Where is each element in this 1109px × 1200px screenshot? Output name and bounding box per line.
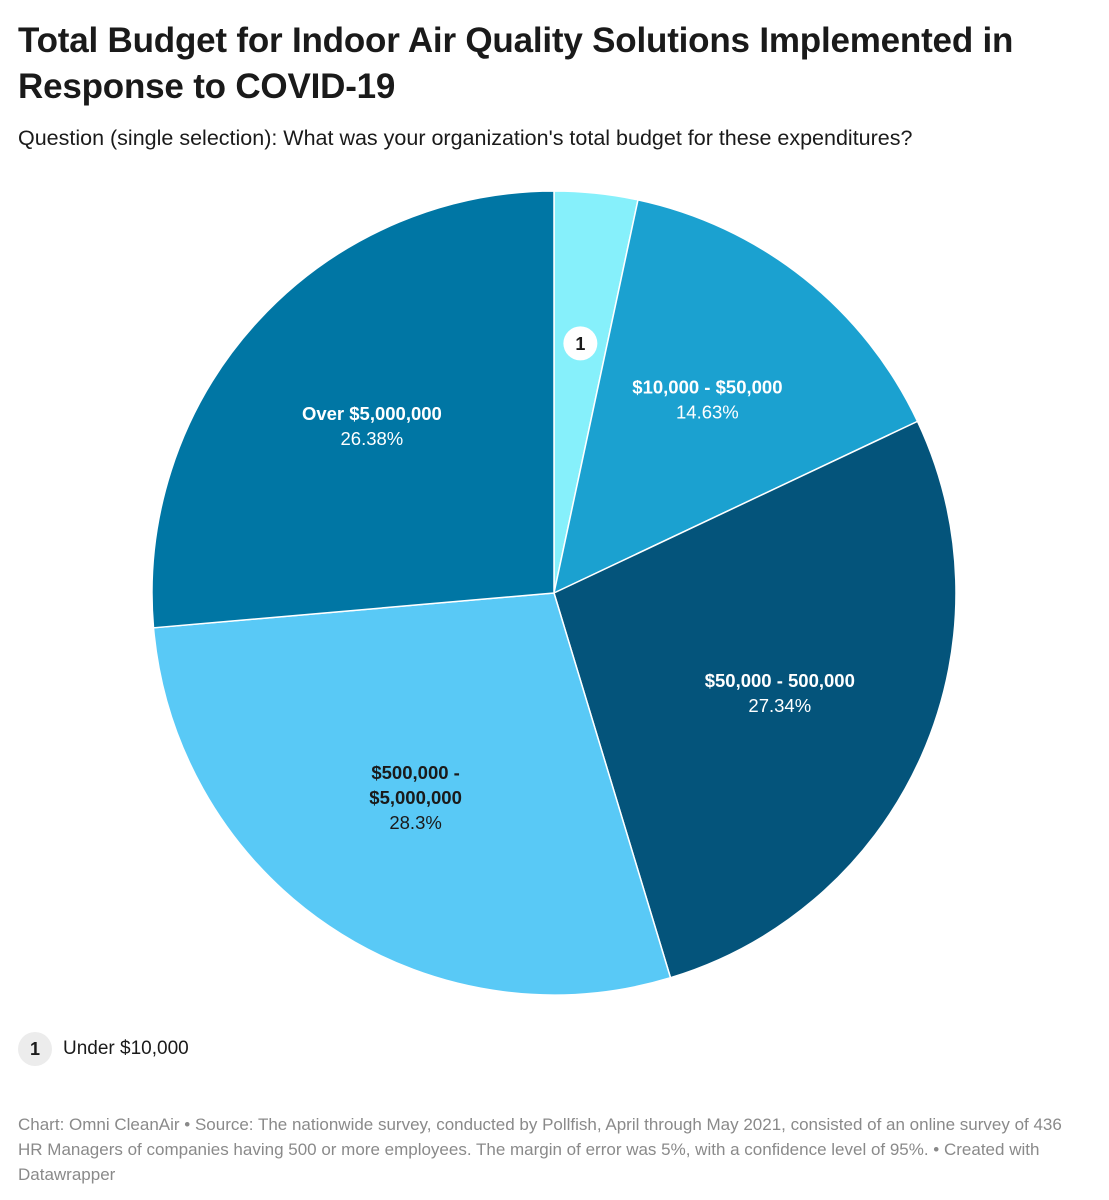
pie-slice-500-000-5-000-000 (152, 592, 672, 996)
pie-labels: 1 $10,000 - $50,000 14.63% $50,000 - 500,00… (302, 326, 855, 833)
pie-slices (151, 190, 957, 996)
slice-label-10-000-50-000: $10,000 - $50,000 14.63% (632, 376, 782, 422)
slice-label-over-5-000-000: Over $5,000,000 26.38% (302, 403, 442, 449)
slice-label-value: 27.34% (748, 695, 811, 716)
slice-label-value: 14.63% (676, 401, 739, 422)
slice-marker-under-10-000: 1 (563, 326, 598, 361)
slice-marker-circle (563, 326, 598, 361)
chart-title: Total Budget for Indoor Air Quality Solu… (18, 21, 1014, 106)
slice-label-500-000-5-000-000: $500,000 - $5,000,000 28.3% (369, 762, 462, 833)
pie-slice-50-000-500-000 (553, 420, 957, 979)
chart-subtitle: Question (single selection): What was yo… (18, 126, 913, 150)
slice-marker-number: 1 (575, 334, 585, 354)
slice-label-name: $10,000 - $50,000 (632, 376, 782, 397)
slice-label-value: 26.38% (341, 428, 404, 449)
legend: 1 Under $10,000 (18, 1032, 189, 1066)
legend-label: Under $10,000 (63, 1038, 189, 1059)
slice-label-name: $500,000 - (371, 762, 459, 783)
pie-slice-over-5-000-000 (151, 190, 555, 629)
slice-label-name: Over $5,000,000 (302, 403, 442, 424)
pie-chart: 1 $10,000 - $50,000 14.63% $50,000 - 500,00… (0, 170, 1109, 1020)
slice-label-50-000-500-000: $50,000 - 500,000 27.34% (705, 670, 855, 716)
pie-slice-10-000-50-000 (553, 199, 919, 594)
pie-chart-svg: 1 $10,000 - $50,000 14.63% $50,000 - 500,00… (151, 190, 957, 996)
chart-footer: Chart: Omni CleanAir • Source: The natio… (18, 1115, 1062, 1184)
legend-marker: 1 (18, 1032, 52, 1066)
slice-label-value: 28.3% (389, 812, 441, 833)
slice-label-name: $5,000,000 (369, 787, 462, 808)
slice-label-name: $50,000 - 500,000 (705, 670, 855, 691)
